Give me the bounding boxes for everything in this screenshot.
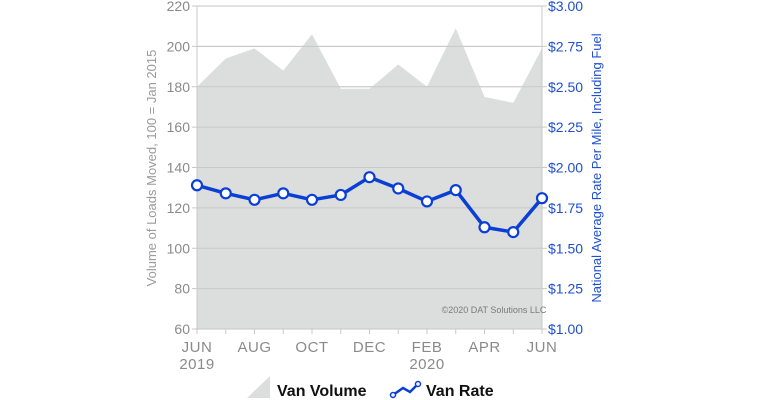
x-tick-label: JUN: [182, 339, 213, 356]
left-axis-ticks: 220 200 180 160 140 120 100 80 60: [167, 0, 197, 337]
right-axis-label: National Average Rate Per Mile, Includin…: [589, 33, 604, 302]
van-rate-point: [363, 171, 376, 184]
van-rate-point: [277, 187, 290, 200]
legend-van-rate: Van Rate: [426, 383, 494, 400]
van-rate-legend-icon: [389, 380, 422, 399]
left-tick-label: 60: [174, 321, 190, 337]
left-tick-label: 200: [167, 38, 191, 54]
right-tick-label: $1.75: [548, 200, 583, 216]
van-rate-point: [334, 188, 347, 202]
van-rate-point: [478, 221, 491, 234]
right-tick-label: $2.25: [548, 119, 583, 135]
right-tick-label: $2.75: [548, 38, 583, 54]
x-tick-label: FEB: [412, 339, 443, 356]
van-rate-point: [248, 193, 261, 206]
van-rate-point: [305, 193, 319, 206]
x-tick-label: APR: [468, 339, 500, 356]
legend-van-volume: Van Volume: [277, 383, 367, 400]
x-tick-label: OCT: [295, 339, 328, 356]
left-tick-label: 100: [167, 240, 191, 256]
right-tick-label: $1.25: [548, 281, 583, 297]
left-tick-label: 220: [167, 0, 191, 14]
right-tick-label: $1.00: [548, 321, 583, 337]
left-tick-label: 140: [167, 160, 191, 176]
right-tick-label: $2.00: [548, 160, 583, 176]
gridlines-overlay: [197, 5, 542, 330]
right-tick-label: $2.50: [548, 79, 583, 95]
x-tick-label: AUG: [237, 339, 271, 356]
left-axis-label: Volume of Loads Moved, 100 = Jan 2015: [144, 50, 159, 287]
van-rate-point: [420, 195, 434, 208]
x-tick-year: 2020: [409, 356, 444, 373]
left-tick-label: 160: [167, 119, 191, 135]
van-rate-markers: [190, 171, 549, 239]
left-tick-label: 180: [167, 79, 191, 95]
left-tick-label: 80: [174, 281, 190, 297]
van-rate-point: [507, 226, 520, 239]
x-tick-label: DEC: [353, 339, 386, 356]
van-rate-point: [535, 192, 549, 205]
van-rate-point: [190, 179, 204, 192]
van-rate-point: [449, 184, 462, 197]
right-axis-ticks: $3.00 $2.75 $2.50 $2.25 $2.00 $1.75 $1.50 $1.25…: [542, 0, 583, 337]
x-tick-label: JUN: [527, 339, 558, 356]
copyright-annotation: ©2020 DAT Solutions LLC: [442, 305, 547, 315]
left-tick-label: 120: [167, 200, 191, 216]
right-tick-label: $3.00: [548, 0, 583, 14]
van-rate-point: [392, 182, 405, 195]
legend: Van Volume Van Rate: [247, 376, 494, 400]
van-volume-legend-icon: [247, 376, 270, 398]
right-tick-label: $1.50: [548, 240, 583, 256]
van-rate-point: [219, 187, 232, 200]
x-tick-year: 2019: [179, 356, 214, 373]
